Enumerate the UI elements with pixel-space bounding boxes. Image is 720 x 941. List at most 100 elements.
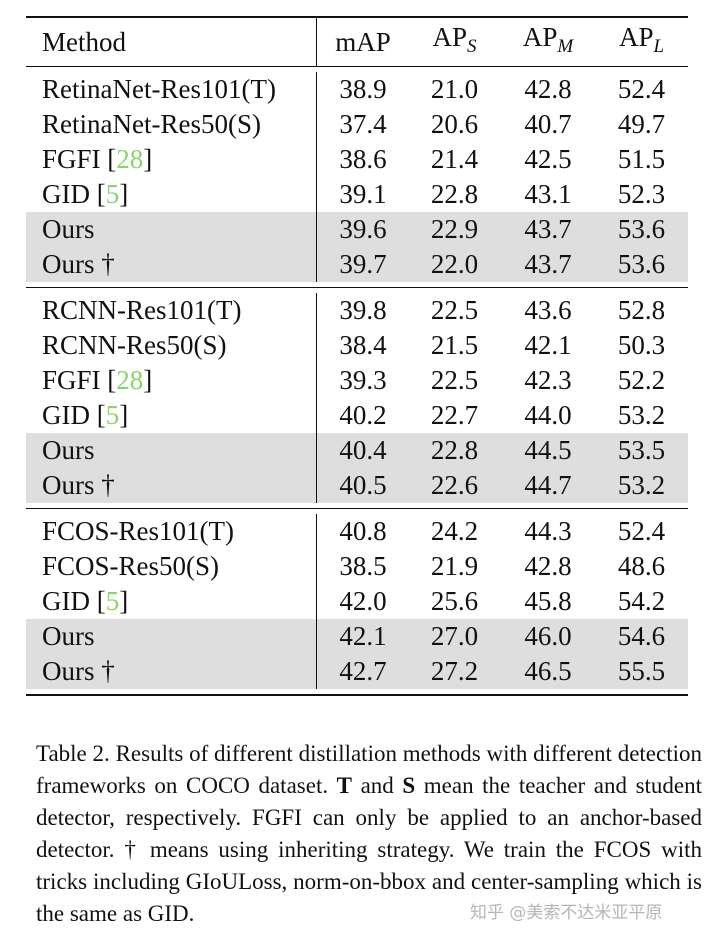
column-separator xyxy=(316,363,317,398)
table-row: Ours † 42.7 27.2 46.5 55.5 xyxy=(26,654,688,689)
apm-cell: 45.8 xyxy=(524,586,572,616)
table-row: GID [5] 40.2 22.7 44.0 53.2 xyxy=(26,398,688,433)
header-apm: APM xyxy=(500,13,596,71)
header-rule xyxy=(26,66,688,67)
apm-cell: 42.5 xyxy=(524,144,572,174)
method-name: FCOS-Res50(S) xyxy=(42,551,220,581)
citation-link[interactable]: 5 xyxy=(105,179,120,209)
citation-link[interactable]: 5 xyxy=(105,586,120,616)
aps-cell: 22.0 xyxy=(430,249,479,279)
apl-cell: 50.3 xyxy=(617,330,666,360)
method-cell: RCNN-Res50(S) xyxy=(26,328,316,363)
citation-link[interactable]: 28 xyxy=(116,365,144,395)
method-name: RCNN-Res101(T) xyxy=(42,295,242,325)
map-cell: 40.2 xyxy=(339,400,387,430)
method-name: GID xyxy=(42,179,90,209)
aps-cell: 21.0 xyxy=(430,74,479,104)
caption-part1: Table 2. Results of different distillati… xyxy=(36,741,702,798)
apm-cell: 44.5 xyxy=(524,435,572,465)
method-name: Ours † xyxy=(42,470,115,500)
map-cell: 40.8 xyxy=(339,516,387,546)
method-name: Ours † xyxy=(42,656,115,686)
header-apl-sub: L xyxy=(653,36,665,57)
map-cell: 37.4 xyxy=(339,109,387,139)
method-name: RCNN-Res50(S) xyxy=(42,330,227,360)
apl-cell: 55.5 xyxy=(617,656,666,686)
caption-student-bold: S xyxy=(402,773,416,798)
apm-cell: 44.7 xyxy=(524,470,572,500)
aps-cell: 22.6 xyxy=(430,470,479,500)
table-header: Method mAP APS APM APL xyxy=(26,18,688,66)
method-cell: Ours xyxy=(26,619,316,654)
column-separator xyxy=(316,212,317,247)
apm-cell: 43.1 xyxy=(524,179,572,209)
table-body: RetinaNet-Res101(T) 38.9 21.0 42.8 52.4 Retin… xyxy=(26,67,688,694)
apl-cell: 54.2 xyxy=(617,586,666,616)
apl-cell: 53.6 xyxy=(617,249,666,279)
apl-cell: 54.6 xyxy=(617,621,666,651)
apm-cell: 46.5 xyxy=(524,656,572,686)
map-cell: 39.3 xyxy=(339,365,387,395)
header-apl-base: AP xyxy=(618,22,654,52)
table-row: FGFI [28] 39.3 22.5 42.3 52.2 xyxy=(26,363,688,398)
table-row: Ours 42.1 27.0 46.0 54.6 xyxy=(26,619,688,654)
method-cell: RetinaNet-Res101(T) xyxy=(26,72,316,107)
column-separator xyxy=(316,177,317,212)
method-cell: FGFI [28] xyxy=(42,365,153,395)
apl-cell: 53.2 xyxy=(617,400,666,430)
aps-cell: 22.7 xyxy=(430,400,479,430)
table-row: RetinaNet-Res101(T) 38.9 21.0 42.8 52.4 xyxy=(26,72,688,107)
apl-cell: 48.6 xyxy=(617,551,666,581)
block-separator-rule xyxy=(26,508,688,509)
aps-cell: 27.2 xyxy=(430,656,479,686)
method-cell: RetinaNet-Res50(S) xyxy=(26,107,316,142)
table-row: RCNN-Res50(S) 38.4 21.5 42.1 50.3 xyxy=(26,328,688,363)
table-row: FGFI [28] 38.6 21.4 42.5 51.5 xyxy=(26,142,688,177)
apm-cell: 44.3 xyxy=(524,516,572,546)
aps-cell: 20.6 xyxy=(430,109,479,139)
aps-cell: 21.5 xyxy=(430,330,479,360)
method-cell: GID [5] xyxy=(42,400,129,430)
column-separator xyxy=(316,142,317,177)
table-block: FCOS-Res101(T) 40.8 24.2 44.3 52.4 FCOS-Res50… xyxy=(26,509,688,694)
map-cell: 38.9 xyxy=(339,74,387,104)
header-apl: APL xyxy=(596,13,687,71)
aps-cell: 22.8 xyxy=(430,435,479,465)
bottom-rule xyxy=(26,694,688,696)
header-map: mAP xyxy=(335,27,391,57)
map-cell: 42.7 xyxy=(339,656,387,686)
citation-link[interactable]: 5 xyxy=(105,400,120,430)
method-cell: FGFI [28] xyxy=(42,144,153,174)
header-apm-base: AP xyxy=(522,22,558,52)
column-separator xyxy=(316,293,317,328)
map-cell: 38.6 xyxy=(339,144,387,174)
table-row: RetinaNet-Res50(S) 37.4 20.6 40.7 49.7 xyxy=(26,107,688,142)
map-cell: 39.1 xyxy=(339,179,387,209)
method-name: Ours xyxy=(42,621,95,651)
top-rule xyxy=(26,16,688,18)
column-separator xyxy=(316,584,317,619)
apl-cell: 53.6 xyxy=(617,214,666,244)
apl-cell: 53.5 xyxy=(617,435,666,465)
method-name: FCOS-Res101(T) xyxy=(42,516,235,546)
method-cell: Ours † xyxy=(26,247,316,282)
column-separator xyxy=(316,107,317,142)
aps-cell: 22.9 xyxy=(430,214,479,244)
apl-cell: 51.5 xyxy=(617,144,666,174)
apm-cell: 46.0 xyxy=(524,621,572,651)
table-row: GID [5] 42.0 25.6 45.8 54.2 xyxy=(26,584,688,619)
map-cell: 39.8 xyxy=(339,295,387,325)
column-separator xyxy=(316,433,317,468)
header-aps-sub: S xyxy=(467,36,477,57)
method-name: RetinaNet-Res50(S) xyxy=(42,109,261,139)
aps-cell: 25.6 xyxy=(430,586,479,616)
method-cell: Ours xyxy=(26,212,316,247)
map-cell: 38.5 xyxy=(339,551,387,581)
table-row: GID [5] 39.1 22.8 43.1 52.3 xyxy=(26,177,688,212)
method-cell: GID [5] xyxy=(42,586,129,616)
apl-cell: 52.4 xyxy=(617,516,666,546)
header-apm-sub: M xyxy=(557,36,574,57)
aps-cell: 27.0 xyxy=(430,621,479,651)
map-cell: 39.6 xyxy=(339,214,387,244)
citation-link[interactable]: 28 xyxy=(116,144,144,174)
